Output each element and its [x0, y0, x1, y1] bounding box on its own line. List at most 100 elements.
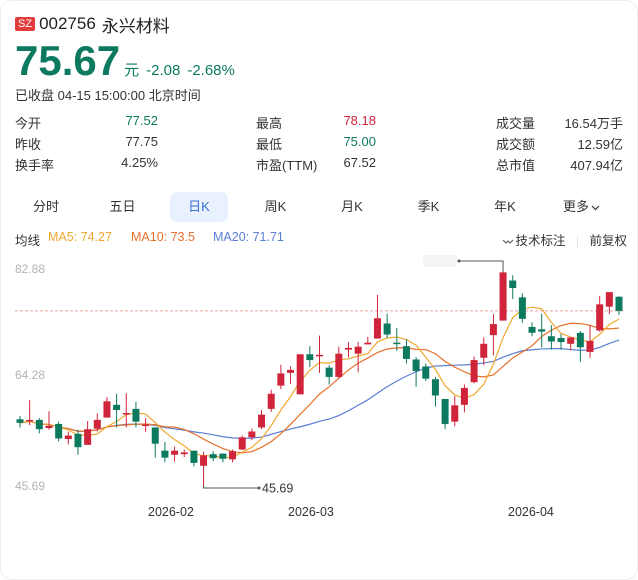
stat-label: 最高: [256, 113, 282, 132]
candle-body: [142, 425, 149, 427]
x-tick-apr: 2026-04: [508, 505, 554, 519]
candle-body: [461, 388, 468, 405]
kline-chart[interactable]: 45.69: [1, 251, 638, 531]
candle-body: [471, 360, 478, 382]
candle-body: [403, 346, 410, 359]
min-marker-dot: [258, 487, 261, 490]
candle-body: [480, 344, 487, 358]
candle-body: [422, 366, 429, 378]
candle-body: [181, 452, 188, 454]
candle-body: [36, 420, 43, 429]
candle-body: [606, 292, 613, 307]
candle-body: [587, 341, 594, 352]
tab-4[interactable]: 月K: [323, 192, 381, 222]
stat-label: 昨收: [15, 134, 41, 153]
chevron-down-icon: [589, 199, 600, 214]
candle-body: [326, 368, 333, 377]
candle-body: [84, 429, 91, 445]
ma-label: 均线: [15, 230, 40, 249]
candle-body: [519, 297, 526, 318]
candle-body: [567, 337, 574, 343]
candle-body: [74, 434, 81, 447]
candle-body: [442, 399, 449, 424]
period-tabs: 分时五日日K 周K 月K 季K 年K 更多: [15, 192, 627, 222]
stats-grid: 今开77.52最高78.18成交量16.54万手昨收77.75最低75.00成交…: [15, 113, 627, 176]
candle-body: [432, 379, 439, 395]
candle-body: [17, 419, 24, 422]
candle-body: [345, 348, 352, 350]
stock-header: SZ 002756 永兴材料 75.67 元 -2.08 -2.68% 已收盘 …: [15, 13, 235, 104]
candle-body: [113, 405, 120, 410]
candle-body: [94, 420, 101, 429]
candle-body: [123, 413, 130, 415]
stat-label: 换手率: [15, 155, 54, 174]
stat-label: 今开: [15, 113, 41, 132]
candle-body: [190, 451, 197, 463]
candle-body: [316, 355, 323, 357]
tech-annotation-button[interactable]: 技术标注: [502, 234, 570, 248]
candle-body: [45, 426, 52, 428]
candle-body: [529, 327, 536, 333]
tab-2[interactable]: 日K: [170, 192, 228, 222]
stats-row: 换手率 4.25% 市盈(TTM) 67.52 总市值 407.94亿: [15, 155, 627, 176]
candle-body: [132, 409, 139, 422]
candle-body: [219, 454, 226, 459]
stats-row: 昨收77.75最低75.00成交额12.59亿: [15, 134, 627, 155]
market-status: 已收盘 04-15 15:00:00 北京时间: [15, 85, 235, 104]
tech-annotation-label: 技术标注: [516, 234, 566, 248]
adjust-button[interactable]: 前复权: [589, 234, 627, 248]
stat-value: 67.52: [326, 155, 376, 170]
candle-body: [374, 318, 381, 338]
candle-body: [26, 420, 33, 422]
tab-6[interactable]: 年K: [476, 192, 534, 222]
chart-tools: 技术标注 前复权: [502, 230, 628, 249]
stat-label: 成交额: [496, 134, 535, 153]
stat-value: 77.52: [108, 113, 158, 128]
wave-icon: [502, 238, 514, 246]
min-marker-line: [204, 485, 259, 488]
tab-0[interactable]: 分时: [17, 192, 75, 222]
candle-body: [393, 343, 400, 345]
candle-body: [171, 451, 178, 455]
candle-body: [558, 338, 565, 342]
ma20-value: MA20: 71.71: [213, 230, 284, 244]
stat-value: 407.94亿: [555, 155, 623, 174]
stat-label: 总市值: [496, 155, 535, 174]
candle-body: [239, 437, 246, 449]
stock-name: 永兴材料: [102, 12, 170, 37]
candle-body: [103, 401, 110, 417]
tab-7[interactable]: 更多: [553, 192, 611, 222]
tab-5[interactable]: 季K: [400, 192, 458, 222]
candle-body: [335, 354, 342, 377]
candle-body: [161, 451, 168, 458]
candle-body: [306, 354, 313, 360]
max-marker-line: [459, 261, 503, 272]
price-unit: 元: [124, 59, 139, 80]
candle-body: [55, 424, 62, 439]
x-tick-feb: 2026-02: [148, 505, 194, 519]
current-price: 75.67: [15, 39, 120, 83]
candle-body: [210, 454, 217, 458]
stat-label: 市盈(TTM): [256, 155, 317, 174]
max-marker-dot: [458, 260, 461, 263]
candle-body: [490, 324, 497, 335]
price-change: -2.08: [146, 62, 180, 79]
min-marker-label: 45.69: [262, 482, 293, 496]
stock-code: 002756: [39, 14, 96, 34]
stats-row: 今开77.52最高78.18成交量16.54万手: [15, 113, 627, 134]
tab-3[interactable]: 周K: [247, 192, 305, 222]
tab-1[interactable]: 五日: [94, 192, 152, 222]
candle-body: [200, 455, 207, 465]
candle-body: [277, 373, 284, 385]
ma5-value: MA5: 74.27: [48, 230, 112, 244]
stat-value: 4.25%: [108, 155, 158, 170]
stat-label: 成交量: [496, 113, 535, 132]
ma-legend: 均线 MA5: 74.27 MA10: 73.5 MA20: 71.71 技术标…: [15, 230, 627, 248]
stat-value: 16.54万手: [555, 113, 623, 132]
max-marker-label-bg: [423, 255, 457, 267]
candle-body: [287, 370, 294, 373]
candle-body: [538, 329, 545, 331]
candle-body: [384, 323, 391, 334]
candle-body: [509, 280, 516, 288]
stat-label: 最低: [256, 134, 282, 153]
